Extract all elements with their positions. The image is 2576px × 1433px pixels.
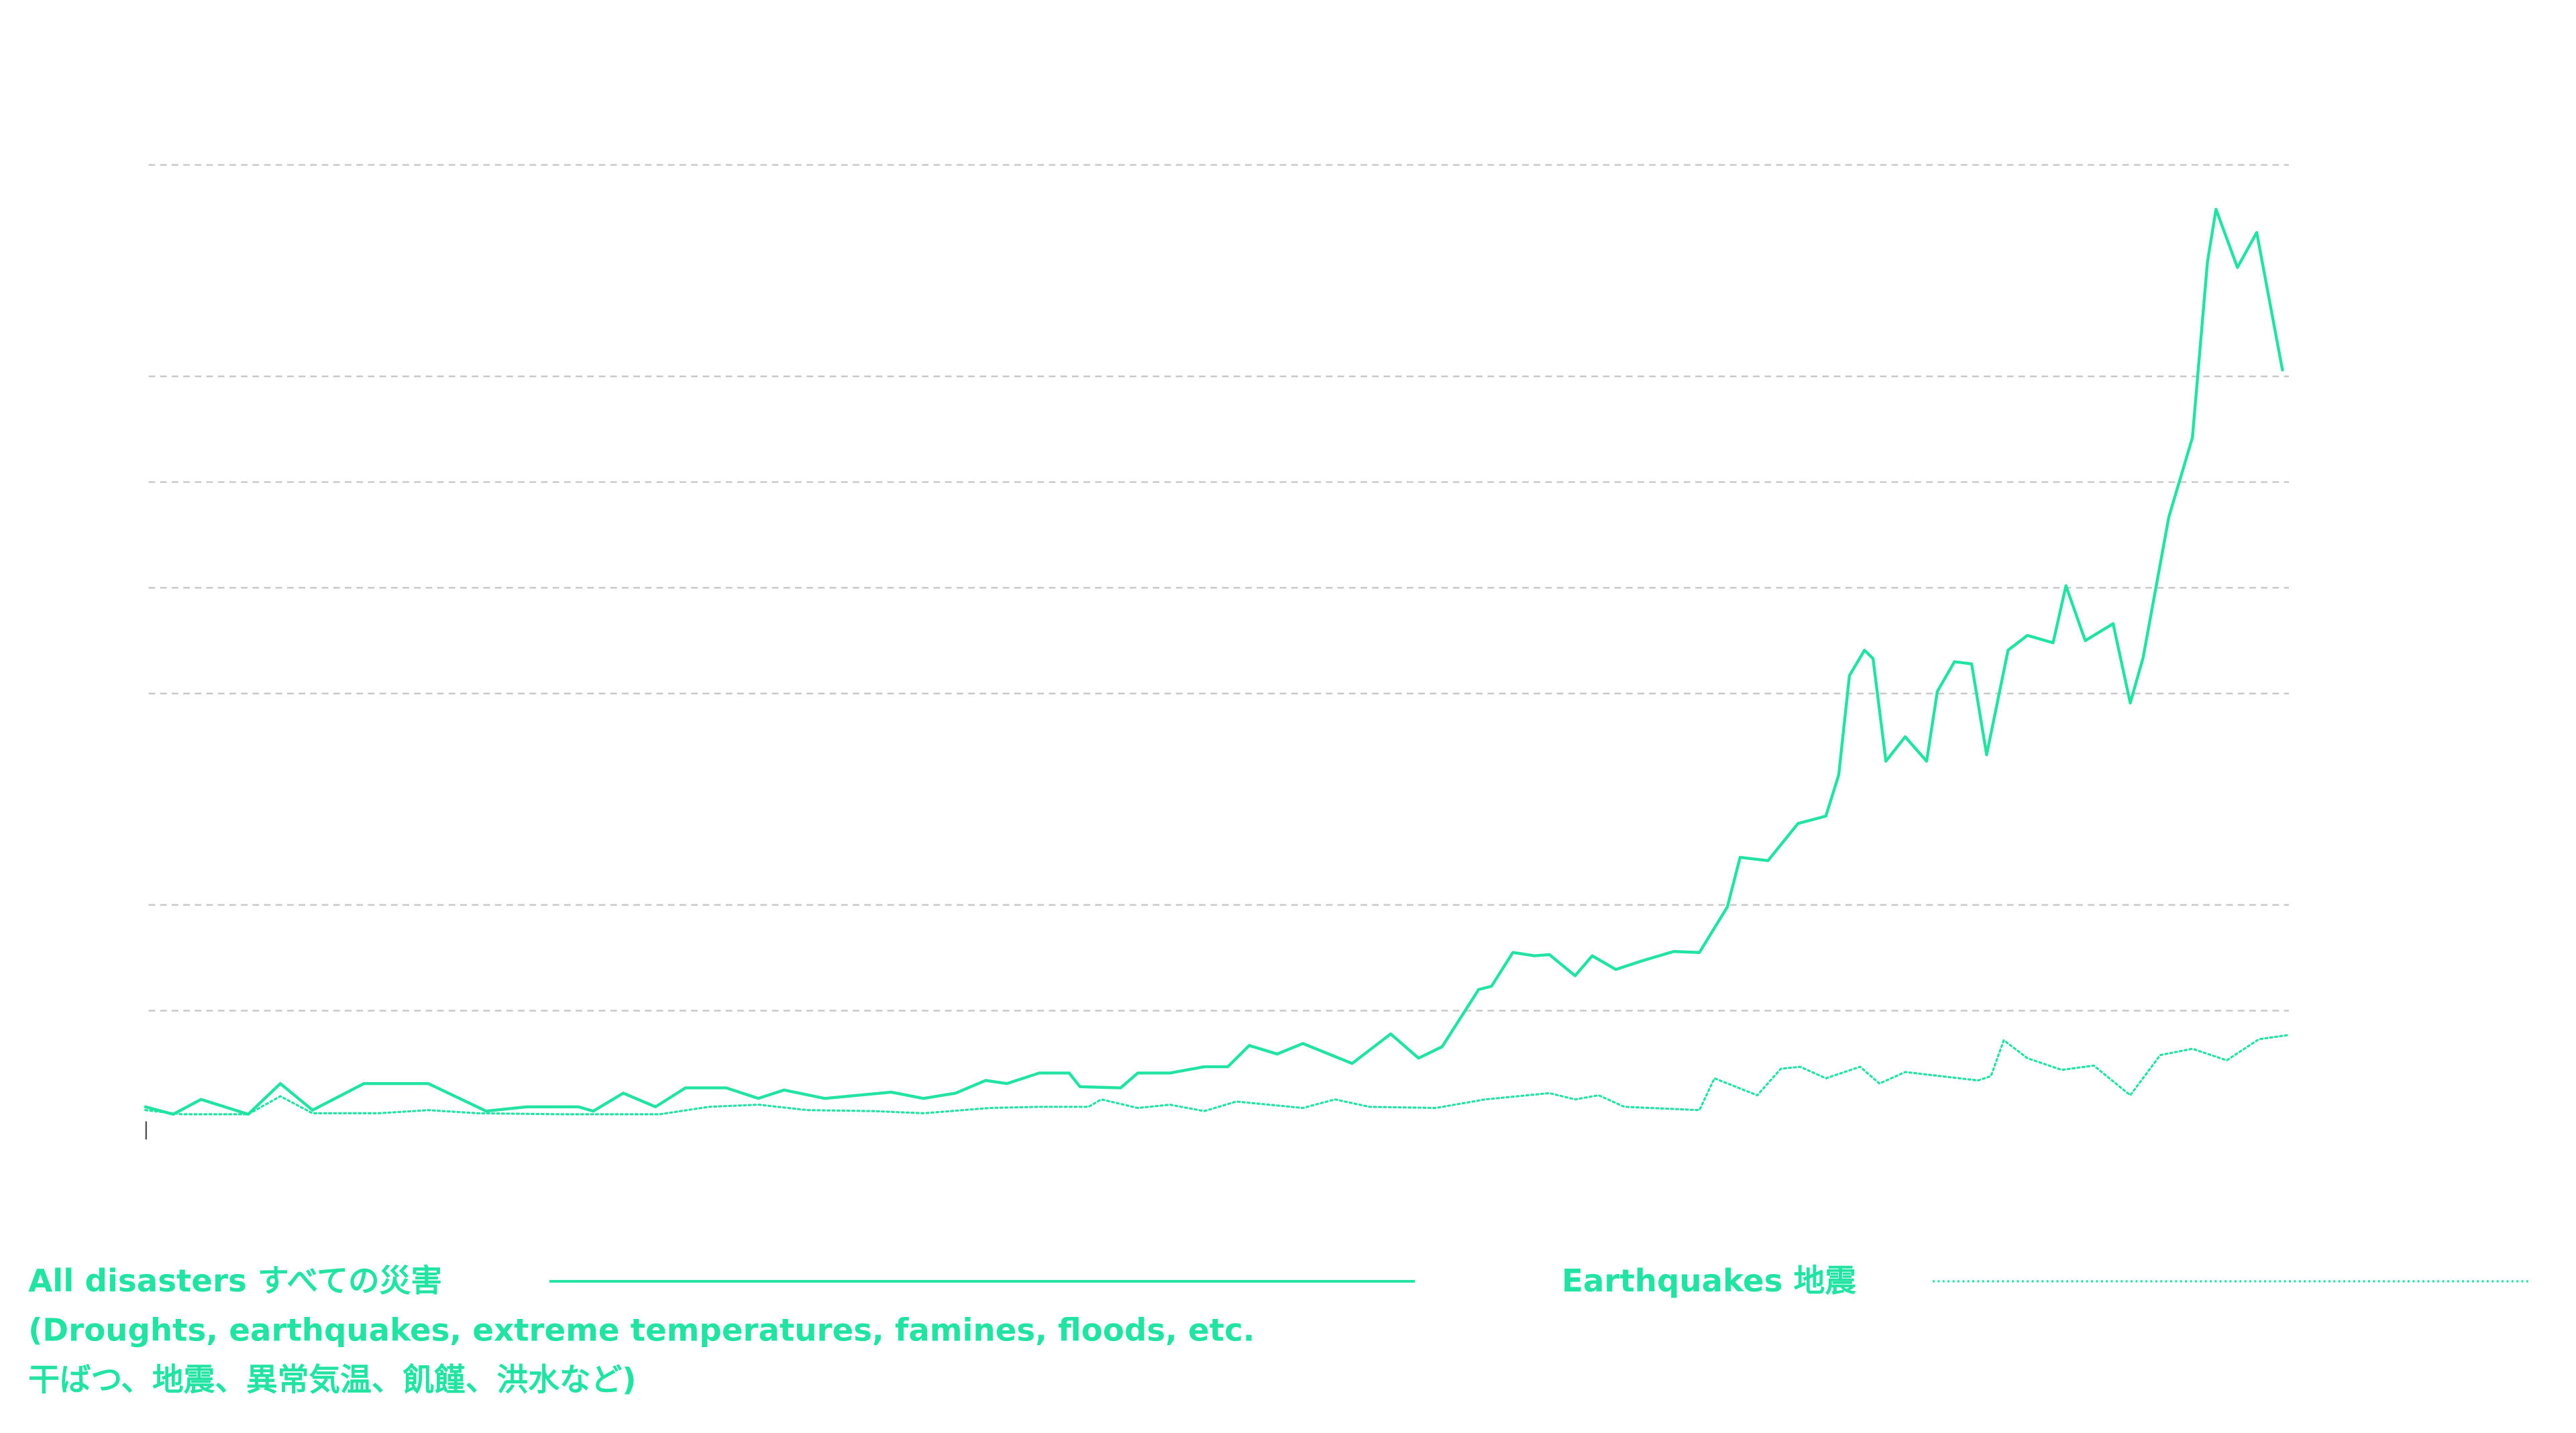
- legend-label: All disasters すべての災害: [28, 1263, 442, 1299]
- legend-label: Earthquakes 地震: [1562, 1263, 1856, 1299]
- legend-note: 干ばつ、地震、異常気温、飢饉、洪水など): [28, 1362, 637, 1398]
- series-line: [144, 1034, 2290, 1116]
- series-line: [144, 207, 2284, 1116]
- legend-note: (Droughts, earthquakes, extreme temperat…: [28, 1313, 1254, 1349]
